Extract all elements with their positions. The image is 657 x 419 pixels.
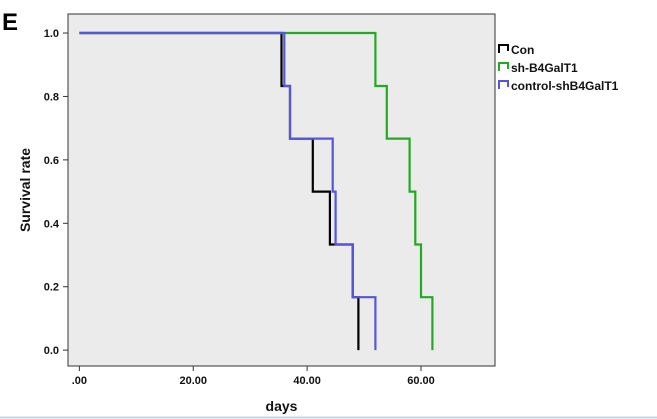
legend-swatch — [498, 44, 509, 53]
panel-label: E — [2, 9, 18, 36]
x-tick-label: 40.00 — [293, 375, 321, 387]
legend-label: sh-B4GalT1 — [511, 61, 578, 75]
y-tick-label: 0.4 — [44, 218, 60, 230]
x-tick-label: .00 — [72, 375, 87, 387]
legend-item: Con — [498, 43, 534, 57]
series-line-control-shb4galt1 — [79, 31, 377, 351]
series-line-sh-b4galt1 — [79, 31, 434, 351]
y-tick-label: 1.0 — [44, 28, 59, 40]
chart-marks: 0.0 0.2 0.4 0.6 0.8 1.0 .00 20.00 40.00 60.00 — [44, 28, 435, 387]
legend: Con sh-B4GalT1 control-shB4GalT1 — [498, 43, 619, 93]
legend-item: sh-B4GalT1 — [498, 61, 578, 75]
x-axis-title: days — [266, 398, 298, 414]
legend-item: control-shB4GalT1 — [498, 79, 619, 93]
legend-swatch — [498, 80, 509, 89]
x-tick-label: 20.00 — [179, 375, 207, 387]
y-tick-label: 0.8 — [44, 91, 59, 103]
y-tick-label: 0.2 — [44, 282, 59, 294]
y-axis-title: Survival rate — [17, 148, 33, 232]
y-tick-label: 0.6 — [44, 155, 59, 167]
x-tick-label: 60.00 — [407, 375, 435, 387]
legend-label: Con — [511, 43, 534, 57]
legend-swatch — [498, 62, 509, 71]
legend-label: control-shB4GalT1 — [511, 79, 619, 93]
y-tick-label: 0.0 — [44, 345, 59, 357]
